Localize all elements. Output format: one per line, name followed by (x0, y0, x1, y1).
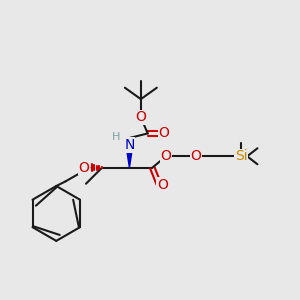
Text: N: N (124, 138, 135, 152)
Text: O: O (78, 161, 89, 175)
Text: H: H (112, 132, 120, 142)
Text: O: O (160, 149, 171, 163)
Text: O: O (158, 126, 169, 140)
Text: O: O (157, 178, 168, 192)
Polygon shape (125, 141, 134, 168)
Text: Si: Si (235, 149, 248, 163)
Text: O: O (135, 110, 146, 124)
Text: O: O (190, 149, 201, 163)
